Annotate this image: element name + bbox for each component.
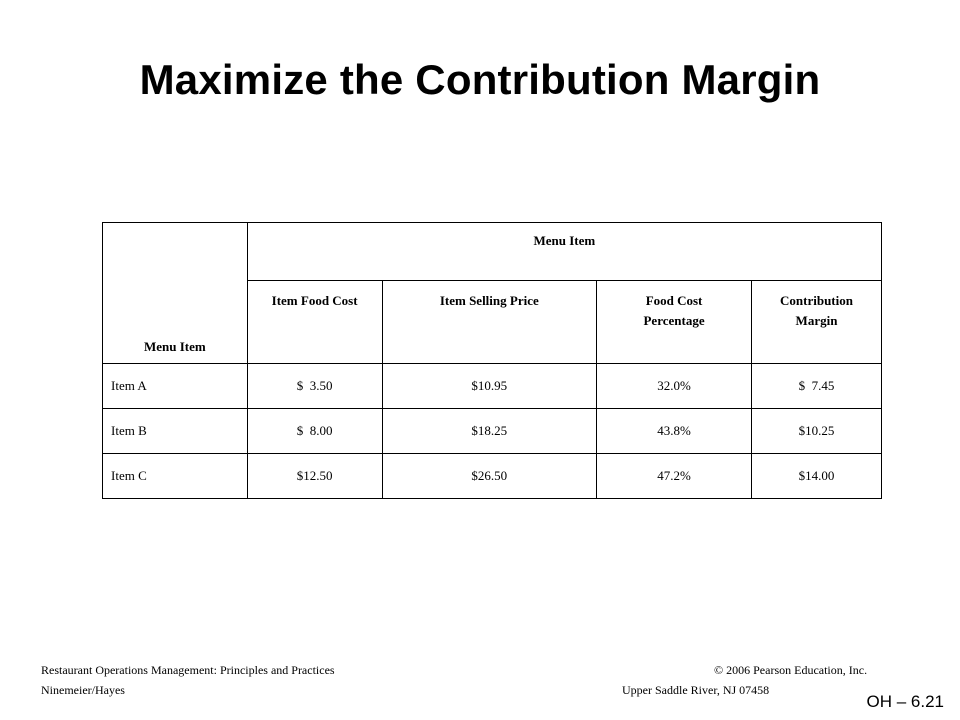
cell-selling-price: $18.25 (381, 408, 598, 454)
cell-food-cost: $ 8.00 (246, 408, 383, 454)
cell-food-cost: $12.50 (246, 453, 383, 499)
column-header-selling-price: Item Selling Price (381, 279, 598, 365)
footer-publisher-address: Upper Saddle River, NJ 07458 (622, 683, 770, 697)
menu-cost-table: Menu Item Menu Item Item Food Cost Item … (102, 222, 883, 499)
cell-food-cost-percentage: 43.8% (596, 408, 752, 454)
row-item-name: Item C (102, 453, 248, 499)
column-header-food-cost-percentage: Food Cost Percentage (596, 279, 752, 365)
row-item-name: Item B (102, 408, 248, 454)
footer-authors: Ninemeier/Hayes (41, 683, 125, 697)
footer-left: Restaurant Operations Management: Princi… (41, 660, 335, 700)
cell-contribution-margin: $14.00 (751, 453, 882, 499)
column-header-food-cost: Item Food Cost (246, 279, 383, 365)
cell-contribution-margin: $10.25 (751, 408, 882, 454)
table-row: Item A $ 3.50 $10.95 32.0% $ 7.45 (102, 363, 882, 409)
table-row: Item C $12.50 $26.50 47.2% $14.00 (102, 453, 882, 499)
table-header-row: Menu Item Menu Item (102, 222, 883, 364)
cell-contribution-margin: $ 7.45 (751, 363, 882, 409)
footer-copyright: © 2006 Pearson Education, Inc. (714, 663, 868, 677)
cell-food-cost-percentage: 32.0% (596, 363, 752, 409)
group-header: Menu Item (246, 222, 883, 281)
cell-food-cost: $ 3.50 (246, 363, 383, 409)
corner-header: Menu Item (102, 222, 248, 364)
footer-right: © 2006 Pearson Education, Inc. Upper Sad… (622, 660, 867, 700)
slide-title: Maximize the Contribution Margin (139, 56, 821, 103)
footer-book-title: Restaurant Operations Management: Princi… (41, 663, 335, 677)
table-subheader-row: Item Food Cost Item Selling Price Food C… (103, 279, 882, 365)
row-item-name: Item A (102, 363, 248, 409)
cell-selling-price: $10.95 (381, 363, 598, 409)
cell-food-cost-percentage: 47.2% (596, 453, 752, 499)
cell-selling-price: $26.50 (381, 453, 598, 499)
column-header-contribution-margin: Contribution Margin (751, 279, 882, 365)
slide-number: OH – 6.21 (866, 692, 945, 711)
table-row: Item B $ 8.00 $18.25 43.8% $10.25 (102, 408, 882, 454)
